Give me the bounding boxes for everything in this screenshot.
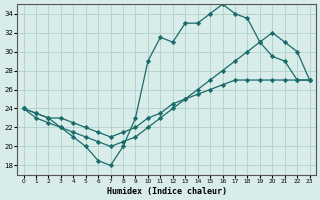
X-axis label: Humidex (Indice chaleur): Humidex (Indice chaleur) <box>107 187 227 196</box>
